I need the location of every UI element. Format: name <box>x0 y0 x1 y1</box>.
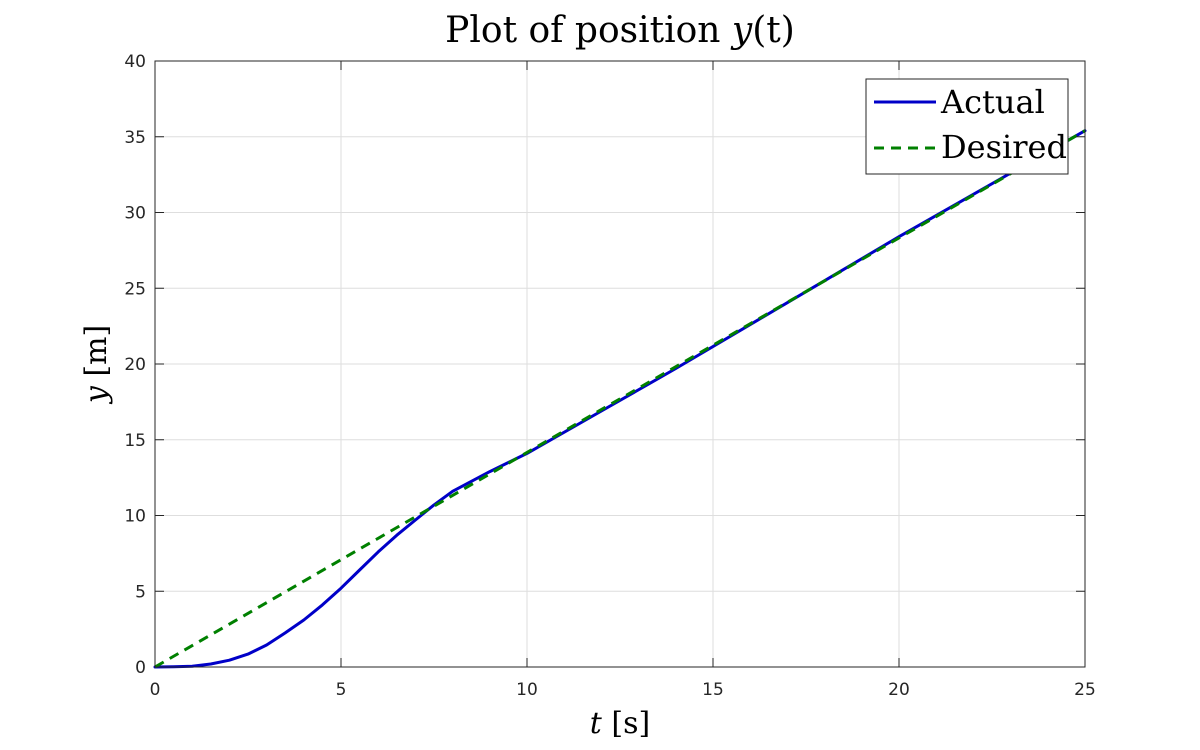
x-axis-label: t [s] <box>590 706 650 741</box>
x-axis-variable: t <box>590 706 603 741</box>
x-axis-unit: [s] <box>602 706 650 741</box>
chart-title-variable: y <box>730 10 753 51</box>
y-tick-label: 15 <box>124 431 146 451</box>
y-tick-label: 5 <box>135 582 146 602</box>
y-tick-label: 25 <box>124 279 146 299</box>
y-tick-label: 30 <box>124 204 146 224</box>
legend-box <box>865 78 1069 175</box>
y-axis-unit: [m] <box>79 325 114 386</box>
y-tick-label: 0 <box>135 658 146 678</box>
chart-title-suffix: (t) <box>752 10 795 51</box>
legend-label-desired: Desired <box>941 128 1067 166</box>
y-tick-label: 35 <box>124 128 146 148</box>
y-tick-label: 40 <box>124 52 146 72</box>
series-line-actual <box>153 129 1087 669</box>
x-tick-label: 15 <box>702 680 724 700</box>
x-tick-label: 25 <box>1074 680 1096 700</box>
y-tick-label: 10 <box>124 507 146 527</box>
chart-title-prefix: Plot of position <box>445 10 732 51</box>
chart-title: Plot of position y(t) <box>445 10 795 51</box>
series-line-desired <box>154 129 1086 669</box>
x-tick-label: 5 <box>336 680 347 700</box>
legend: Actual Desired <box>865 78 1069 175</box>
series-lines <box>153 129 1087 669</box>
axis-ticks: 0 5 10 15 20 25 0 5 10 15 20 25 30 35 40 <box>124 52 1095 700</box>
y-axis-variable: y <box>79 385 114 405</box>
x-tick-label: 0 <box>150 680 161 700</box>
x-tick-label: 10 <box>516 680 538 700</box>
legend-label-actual: Actual <box>940 83 1045 121</box>
x-tick-label: 20 <box>888 680 910 700</box>
y-tick-label: 20 <box>124 355 146 375</box>
y-axis-label: y [m] <box>79 325 114 405</box>
